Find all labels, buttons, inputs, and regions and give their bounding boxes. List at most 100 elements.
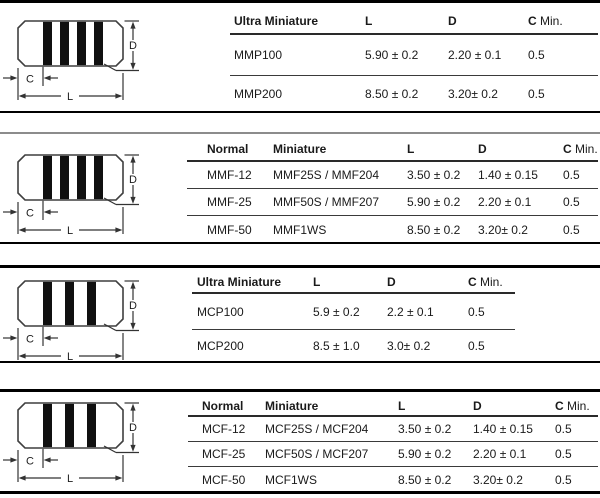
color-band — [60, 155, 69, 200]
dimensions-table: Normal Miniature L D C Min. MCF-12 MCF25S / MC… — [188, 396, 598, 492]
column-header: D — [478, 142, 487, 156]
table-cell: 8.5 ± 1.0 — [313, 339, 360, 353]
table-row: MCF-25 MCF50S / MCF207 5.90 ± 0.2 2.20 ± 0.… — [188, 442, 598, 467]
table-cell: MMF-12 — [207, 168, 252, 182]
table-cell: 2.20 ± 0.1 — [448, 48, 502, 62]
column-header: D — [473, 398, 482, 413]
table-cell: MMP200 — [234, 87, 283, 101]
table-header-row: Ultra Miniature L D C Min. — [192, 272, 515, 294]
column-header: Ultra Miniature — [197, 275, 282, 289]
color-band — [87, 403, 96, 448]
c-dimension: C — [3, 66, 58, 100]
table-cell: MCP100 — [197, 304, 244, 319]
table-cell: 2.20 ± 0.1 — [478, 195, 532, 209]
dim-label-d: D — [129, 422, 137, 434]
column-header: C Min. — [468, 275, 503, 289]
table-cell: 0.5 — [563, 195, 580, 209]
table-cell: 0.5 — [563, 222, 580, 237]
table-cell: MMP100 — [234, 48, 283, 62]
dimensions-table: Ultra Miniature L D C Min. MCP100 5.9 ± 0.2 2.… — [192, 272, 515, 362]
table-row: MCP200 8.5 ± 1.0 3.0± 0.2 0.5 — [192, 330, 515, 362]
column-header: C Min. — [555, 398, 590, 413]
table-cell: MMF1WS — [273, 222, 327, 237]
color-band — [94, 21, 103, 66]
table-header-row: Normal Miniature L D C Min. — [188, 396, 598, 417]
table-cell: MCF-50 — [202, 472, 246, 487]
l-dimension: L — [18, 207, 124, 237]
table-cell: 0.5 — [528, 87, 545, 101]
color-band — [43, 281, 52, 326]
column-header: Ultra Miniature — [234, 13, 319, 28]
color-band — [77, 21, 86, 66]
dim-label-l: L — [67, 473, 73, 485]
table-cell: 0.5 — [468, 304, 485, 319]
table-row: MMP200 8.50 ± 0.2 3.20± 0.2 0.5 — [230, 76, 598, 112]
column-header: Normal — [202, 398, 244, 413]
l-dimension: L — [18, 333, 124, 363]
table-cell: MMF-25 — [207, 195, 252, 209]
table-cell: MMF-50 — [207, 222, 252, 237]
section-divider — [0, 0, 600, 3]
c-dimension: C — [3, 200, 58, 234]
dimensions-table: Normal Miniature L D C Min. MMF-12 MMF25S / MM… — [187, 138, 598, 243]
dim-label-l: L — [67, 91, 73, 103]
column-header: Miniature — [265, 398, 319, 413]
column-header: D — [387, 275, 396, 289]
table-row: MMF-12 MMF25S / MMF204 3.50 ± 0.2 1.40 ± 0.… — [187, 162, 598, 189]
d-dimension: D — [103, 280, 139, 332]
section-divider — [0, 265, 600, 268]
column-header: L — [313, 275, 321, 289]
table-cell: 3.50 ± 0.2 — [398, 422, 452, 436]
column-header: C Min. — [563, 142, 598, 156]
resistor-diagram: D C L — [3, 154, 139, 237]
resistor-diagram: D C L — [3, 20, 139, 103]
table-cell: MCF50S / MCF207 — [265, 447, 369, 461]
table-cell: 5.90 ± 0.2 — [365, 48, 419, 62]
dim-label-d: D — [129, 174, 137, 186]
dim-label-l: L — [67, 351, 73, 363]
section-divider — [0, 361, 600, 363]
table-cell: 3.20± 0.2 — [478, 222, 528, 237]
table-cell: MMF50S / MMF207 — [273, 195, 380, 209]
table-cell: MMF25S / MMF204 — [273, 168, 380, 182]
color-band — [60, 21, 69, 66]
column-header: C Min. — [528, 13, 563, 28]
column-header: L — [398, 398, 406, 413]
dim-label-c: C — [26, 334, 34, 346]
table-header-row: Normal Miniature L D C Min. — [187, 138, 598, 162]
dim-label-l: L — [67, 225, 73, 237]
color-band — [43, 403, 52, 448]
resistor-diagram: D C L — [3, 280, 139, 363]
table-cell: 5.90 ± 0.2 — [407, 195, 461, 209]
color-band — [77, 155, 86, 200]
table-cell: 3.50 ± 0.2 — [407, 168, 461, 182]
dimensions-table: Ultra Miniature L D C Min. MMP100 5.90 ± 0.2 2… — [230, 8, 598, 112]
table-cell: 0.5 — [555, 422, 572, 436]
table-cell: MCF-12 — [202, 422, 246, 436]
table-cell: MCF25S / MCF204 — [265, 422, 369, 436]
dim-label-c: C — [26, 208, 34, 220]
section-divider — [0, 389, 600, 392]
color-band — [65, 403, 74, 448]
table-cell: 3.20± 0.2 — [473, 472, 523, 487]
column-header: Miniature — [273, 142, 327, 156]
dim-label-c: C — [26, 74, 34, 86]
column-header: L — [365, 13, 373, 28]
table-cell: 1.40 ± 0.15 — [473, 422, 533, 436]
d-dimension: D — [103, 154, 139, 206]
color-band — [87, 281, 96, 326]
table-cell: 3.0± 0.2 — [387, 339, 431, 353]
table-cell: MCP200 — [197, 339, 244, 353]
table-cell: 0.5 — [555, 472, 572, 487]
color-band — [43, 155, 52, 200]
section-divider — [0, 491, 600, 494]
component-body — [17, 20, 124, 67]
table-cell: 5.90 ± 0.2 — [398, 447, 452, 461]
d-dimension: D — [103, 20, 139, 72]
section-divider — [0, 111, 600, 113]
table-row: MCF-12 MCF25S / MCF204 3.50 ± 0.2 1.40 ± 0.… — [188, 417, 598, 442]
table-cell: 8.50 ± 0.2 — [407, 222, 461, 237]
table-cell: 5.9 ± 0.2 — [313, 304, 360, 319]
table-row: MMF-25 MMF50S / MMF207 5.90 ± 0.2 2.20 ± 0.… — [187, 189, 598, 216]
